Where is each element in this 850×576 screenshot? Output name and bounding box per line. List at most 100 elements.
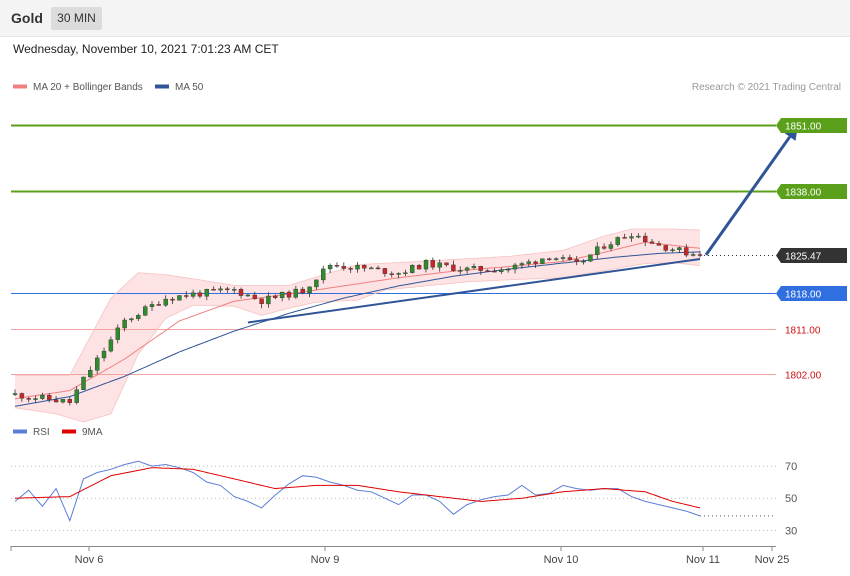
candle-body <box>33 398 38 400</box>
candle-body <box>492 270 497 273</box>
candle-body <box>622 237 627 239</box>
candle-body <box>40 395 45 399</box>
support-trendline <box>247 257 701 324</box>
candle-body <box>19 393 25 399</box>
candle-body <box>252 294 258 299</box>
candle-body <box>382 268 388 274</box>
candle-body <box>259 298 264 305</box>
candle-body <box>677 247 682 251</box>
candle-body <box>211 289 216 291</box>
candle-body <box>341 266 346 269</box>
candle-body <box>218 288 223 291</box>
candle-body <box>629 236 634 239</box>
candle-body <box>190 292 196 297</box>
x-axis-label: Nov 10 <box>544 554 579 566</box>
candle-body <box>540 258 545 264</box>
rsi-tick-label: 30 <box>785 525 797 537</box>
candle-body <box>74 389 79 403</box>
candle-body <box>88 370 93 378</box>
candle-body <box>279 291 285 299</box>
candle-body <box>410 265 415 273</box>
candle-body <box>670 249 675 252</box>
candle-body <box>177 295 182 301</box>
candle-body <box>170 298 175 301</box>
candle-body <box>519 263 525 266</box>
candle-body <box>643 235 648 243</box>
candle-body <box>663 245 668 251</box>
candle-body <box>101 350 107 359</box>
rsi-line <box>14 460 701 523</box>
candle-body <box>526 261 531 264</box>
x-axis-label: Nov 9 <box>311 554 340 566</box>
candle-body <box>238 289 244 296</box>
level-tag-resistance <box>776 184 847 199</box>
candle-body <box>67 399 73 403</box>
candle-body <box>533 261 538 264</box>
candle-body <box>47 395 52 400</box>
candle-body <box>197 292 203 297</box>
candle-body <box>163 298 168 306</box>
chart-datetime: Wednesday, November 10, 2021 7:01:23 AM … <box>13 42 279 56</box>
legend-9ma-label: 9MA <box>82 427 103 438</box>
legend-ma20-label: MA 20 + Bollinger Bands <box>33 82 143 93</box>
candle-body <box>553 258 559 260</box>
candle-body <box>231 289 237 291</box>
candle-body <box>355 265 360 270</box>
candle-body <box>416 265 422 270</box>
candle-body <box>300 288 305 294</box>
candle-body <box>286 291 292 298</box>
ma50-line <box>14 251 701 407</box>
candle-body <box>156 304 162 306</box>
candle-body <box>225 288 230 290</box>
instrument-name: Gold <box>11 10 43 26</box>
candle-body <box>697 254 703 256</box>
candle-body <box>458 270 463 272</box>
candle-body <box>375 267 381 270</box>
candle-body <box>567 257 573 260</box>
candle-body <box>636 235 641 238</box>
candle-body <box>142 306 148 316</box>
legend-ma50-label: MA 50 <box>175 82 204 93</box>
candle-body <box>471 266 477 269</box>
candle-body <box>423 260 429 270</box>
x-axis-label: Nov 25 <box>755 554 790 566</box>
top-bar: Gold 30 MIN <box>0 0 850 37</box>
candle-body <box>307 286 312 294</box>
rsi-9ma-line <box>14 467 701 509</box>
level-tag-last <box>776 248 847 263</box>
candle-body <box>608 244 614 249</box>
candle-body <box>60 399 66 403</box>
candle-body <box>149 304 155 307</box>
rsi-tick-label: 70 <box>785 461 797 473</box>
rsi-tick-label: 50 <box>785 493 797 505</box>
candle-body <box>293 288 298 298</box>
candle-body <box>245 294 251 297</box>
candle-body <box>601 246 607 249</box>
candle-body <box>478 266 483 271</box>
x-axis-label: Nov 6 <box>75 554 104 566</box>
level-label-resistance: 1838.00 <box>785 188 822 199</box>
x-axis-label: Nov 11 <box>686 554 720 566</box>
candle-body <box>547 258 552 260</box>
candle-body <box>12 393 18 395</box>
candle-body <box>136 315 141 319</box>
candle-body <box>115 327 121 340</box>
candle-body <box>581 260 586 263</box>
candle-body <box>656 243 662 246</box>
candle-body <box>369 267 374 270</box>
candle-body <box>321 268 326 281</box>
level-tags: 1851.00 1838.00 1825.47 1818.00 1811.00 1802.… <box>776 118 847 382</box>
candle-body <box>327 265 333 270</box>
legend-rsi-label: RSI <box>33 427 50 438</box>
level-lines <box>11 124 776 375</box>
ma20-line <box>14 241 701 400</box>
timeframe-button[interactable]: 30 MIN <box>51 7 102 30</box>
x-axis: Nov 6 Nov 9 Nov 10 Nov 11 Nov 25 <box>10 546 790 566</box>
bollinger-band-area <box>15 229 700 422</box>
candle-body <box>499 269 504 272</box>
candle-body <box>389 273 394 275</box>
level-tag-pivot <box>776 286 847 301</box>
level-label-last: 1825.47 <box>785 252 822 263</box>
candle-body <box>690 254 696 256</box>
